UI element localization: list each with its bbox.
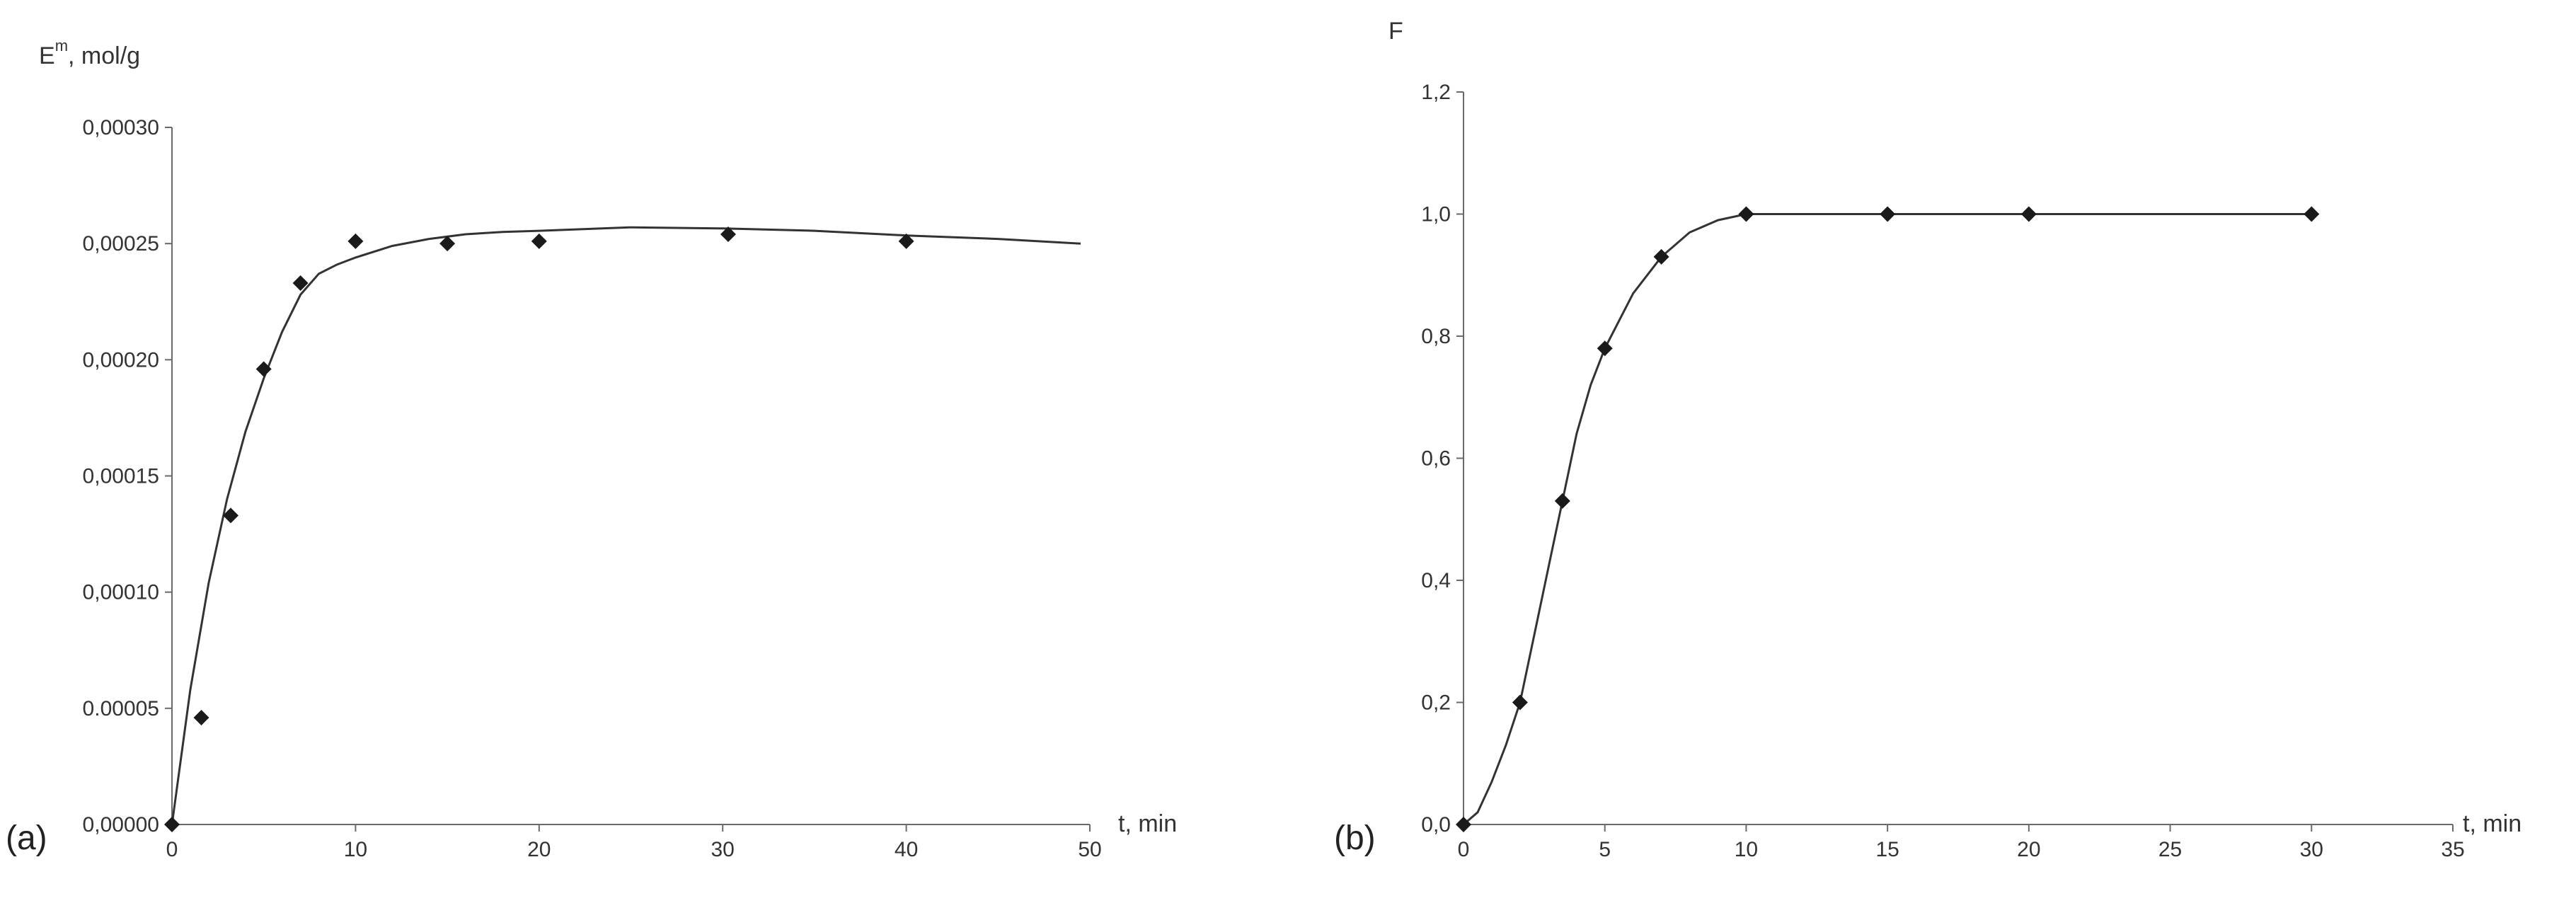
- y-tick-label: 0,8: [1421, 325, 1451, 348]
- x-tick-label: 25: [2158, 838, 2182, 861]
- x-tick-label: 0: [166, 838, 178, 861]
- fit-curve: [171, 226, 1081, 825]
- data-point-marker: [1597, 340, 1613, 357]
- tick-group-b: 0 5 10 15 20 25 30 35 0,0 0,2 0,4 0,6 0,8 1,0 1,2: [1421, 81, 2464, 861]
- y-axis-label-a: Em, mol/g: [39, 37, 140, 69]
- x-tick-label: 5: [1599, 838, 1611, 861]
- y-tick-label: 1,0: [1421, 203, 1451, 226]
- data-point-marker: [439, 236, 456, 252]
- x-tick-label: 40: [895, 838, 918, 861]
- data-point-marker: [292, 275, 309, 291]
- data-point-marker: [720, 226, 736, 243]
- y-tick-label: 0,4: [1421, 569, 1451, 592]
- data-point-marker: [1653, 248, 1669, 265]
- y-tick-label: 0,6: [1421, 447, 1451, 471]
- x-tick-label: 15: [1875, 838, 1899, 861]
- x-tick-label: 10: [344, 838, 367, 861]
- data-point-marker: [223, 507, 239, 524]
- y-tick-label: 0,00000: [83, 813, 159, 837]
- y-tick-label: 0.00005: [83, 697, 159, 720]
- y-tick-label: 0,00015: [83, 465, 159, 488]
- x-tick-label: 20: [527, 838, 551, 861]
- data-point-group-b: [1456, 206, 2320, 832]
- x-axis-label-a: t, min: [1118, 810, 1177, 837]
- data-point-marker: [1456, 817, 1471, 832]
- fit-curve-group-b: [1463, 213, 2312, 826]
- data-point-marker: [898, 233, 914, 249]
- data-point-marker: [193, 709, 209, 725]
- data-point-group-a: [164, 226, 914, 832]
- data-point-marker: [255, 361, 272, 377]
- panel-label-b: (b): [1334, 820, 1376, 857]
- x-tick-label: 20: [2017, 838, 2040, 861]
- x-tick-label: 0: [1458, 838, 1470, 861]
- fit-curve-group-a: [171, 226, 1081, 825]
- y-tick-label: 0,2: [1421, 691, 1451, 715]
- tick-group-a: 0 10 20 30 40 50 0,00000 0.00005 0,00010 0,00015 0…: [83, 116, 1102, 861]
- data-point-marker: [2304, 206, 2320, 222]
- data-point-marker: [531, 233, 547, 249]
- x-tick-label: 50: [1078, 838, 1101, 861]
- y-tick-label: 0,0: [1421, 813, 1451, 837]
- x-axis-label-b: t, min: [2463, 810, 2522, 837]
- data-point-marker: [1738, 206, 1754, 222]
- x-tick-label: 30: [711, 838, 735, 861]
- y-tick-label: 0,00030: [83, 116, 159, 139]
- data-point-marker: [1512, 694, 1528, 711]
- y-tick-label: 0,00025: [83, 232, 159, 255]
- y-tick-label: 0,00010: [83, 581, 159, 604]
- x-tick-label: 35: [2441, 838, 2464, 861]
- y-axis-label-superscript: m: [55, 37, 68, 54]
- chart-panel-a: Em, mol/g t, min (a) 0 10 20 30 40 500,000000…: [6, 37, 1177, 861]
- data-point-marker: [1554, 493, 1570, 509]
- data-point-marker: [164, 817, 180, 832]
- y-axis-label-unit: , mol/g: [68, 42, 140, 69]
- y-axis-label-main: E: [39, 42, 55, 69]
- fit-curve: [1463, 213, 2312, 826]
- x-tick-label: 10: [1735, 838, 1758, 861]
- panel-label-a: (a): [6, 820, 47, 857]
- x-tick-label: 30: [2300, 838, 2323, 861]
- y-axis-label-b: F: [1388, 18, 1403, 45]
- y-tick-label: 1,2: [1421, 81, 1451, 104]
- data-point-marker: [2020, 206, 2037, 222]
- data-point-marker: [1880, 206, 1896, 222]
- y-tick-label: 0,00020: [83, 348, 159, 372]
- data-point-marker: [347, 233, 364, 249]
- chart-panel-b: F t, min (b) 0 5 10 15 20 25 30 350,00,20,40,60…: [1334, 18, 2522, 861]
